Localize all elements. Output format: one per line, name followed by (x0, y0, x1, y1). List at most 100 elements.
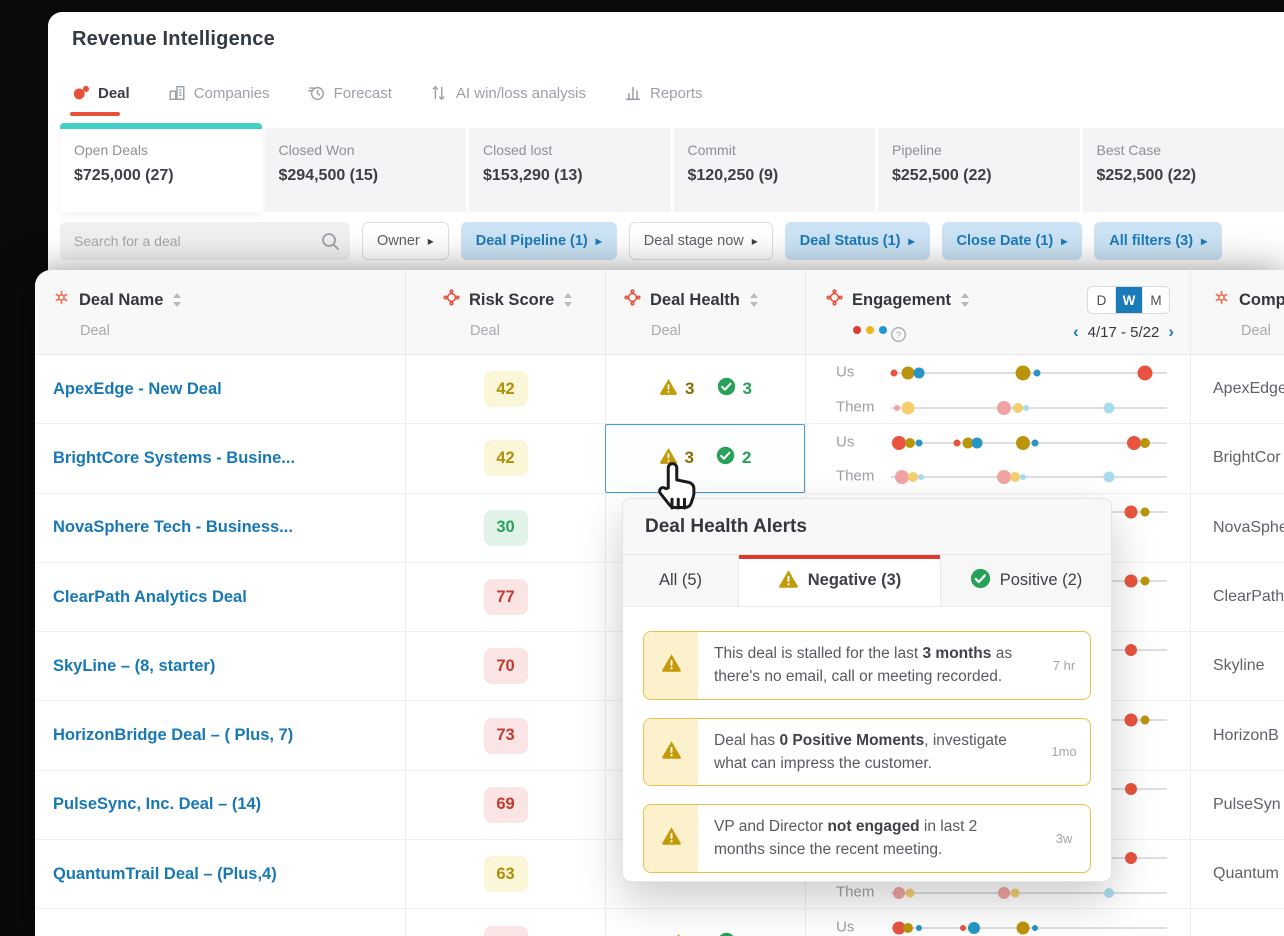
period-option-d[interactable]: D (1096, 292, 1107, 308)
risk-score-badge: 42 (483, 371, 528, 408)
company-cell[interactable]: Skyline (1190, 632, 1284, 701)
deal-health-cell[interactable] (605, 562, 805, 632)
engagement-dot (1016, 435, 1031, 450)
help-icon[interactable]: ? (890, 326, 907, 343)
company-cell[interactable]: ApexEdge (1190, 355, 1284, 424)
column-header-deal-name[interactable]: Deal Name Deal (35, 270, 405, 354)
risk-score-cell: 63 (405, 840, 605, 909)
card-label: Open Deals (74, 142, 148, 158)
deal-name-cell: HorizonBridge Deal – ( Plus, 7) (35, 701, 405, 769)
nav-tab-reports[interactable]: Reports (624, 84, 703, 116)
deal-name-link[interactable]: HorizonBridge Deal – ( Plus, 7) (53, 726, 294, 745)
engagement-row-label: Them (836, 398, 875, 416)
deal-health-cell[interactable] (605, 632, 805, 701)
filter-button-deal-pipeline-1-[interactable]: Deal Pipeline (1) ▸ (460, 222, 617, 260)
card-value: $725,000 (27) (74, 167, 174, 184)
summary-card-pipeline[interactable]: Pipeline $252,500 (22) (878, 128, 1080, 212)
engagement-cell: Us Them (805, 424, 1190, 493)
deal-health-cell[interactable] (605, 701, 805, 770)
warning-icon (661, 739, 682, 765)
card-label: Best Case (1096, 142, 1162, 158)
popup-tab-negative-3-[interactable]: Negative (3) (739, 555, 941, 606)
check-icon (716, 446, 735, 470)
engagement-cell: Us Them (805, 355, 1190, 424)
search-input[interactable] (60, 222, 350, 260)
filter-button-deal-stage-now[interactable]: Deal stage now ▸ (628, 222, 773, 260)
company-cell[interactable]: Quantum (1190, 840, 1284, 909)
prev-date-icon[interactable]: ‹ (1072, 322, 1079, 341)
engagement-track (891, 921, 1167, 935)
summary-card-open-deals[interactable]: Open Deals $725,000 (27) (60, 123, 262, 212)
legend-dot (866, 326, 874, 334)
filter-label: Deal Pipeline (1) (475, 233, 588, 249)
company-cell[interactable]: NovaSphe (1190, 493, 1284, 562)
card-value: $294,500 (15) (278, 167, 379, 184)
deal-health-cell[interactable] (605, 840, 805, 909)
engagement-dot (997, 400, 1012, 415)
next-date-icon[interactable]: › (1168, 322, 1174, 341)
summary-card-commit[interactable]: Commit $120,250 (9) (673, 128, 875, 212)
positive-alert-count: 2 (716, 446, 751, 470)
popup-tab-all-5-[interactable]: All (5) (623, 555, 739, 606)
companies-icon (168, 84, 186, 102)
filter-button-all-filters-3-[interactable]: All filters (3) ▸ (1094, 222, 1223, 260)
engagement-dot (901, 366, 915, 380)
engagement-dot (1020, 474, 1027, 481)
deal-name-link[interactable]: SkyLine – (8, starter) (53, 656, 216, 675)
negative-alert-count (669, 932, 695, 936)
deal-name-cell (35, 909, 405, 936)
summary-card-closed-lost[interactable]: Closed lost $153,290 (13) (469, 128, 671, 212)
company-cell[interactable] (1190, 909, 1284, 936)
sort-icon[interactable] (749, 293, 759, 307)
filter-button-deal-status-1-[interactable]: Deal Status (1) ▸ (784, 222, 930, 260)
card-label: Pipeline (892, 142, 942, 158)
sort-icon[interactable] (960, 293, 970, 307)
deal-health-cell[interactable] (605, 770, 805, 840)
column-header-company[interactable]: Comp Deal (1190, 270, 1284, 354)
deal-name-cell: QuantumTrail Deal – (Plus,4) (35, 840, 405, 908)
caret-icon: ▸ (1201, 234, 1208, 248)
search-icon[interactable] (320, 231, 340, 251)
company-cell[interactable]: HorizonB (1190, 701, 1284, 770)
company-cell[interactable]: PulseSyn (1190, 770, 1284, 840)
company-cell[interactable]: BrightCor (1190, 424, 1284, 493)
engagement-dot (892, 435, 907, 450)
summary-card-best-case[interactable]: Best Case $252,500 (22) (1082, 128, 1284, 212)
deal-name-link[interactable]: NovaSphere Tech - Business... (53, 518, 293, 537)
card-label: Commit (687, 142, 736, 158)
sort-icon[interactable] (172, 293, 182, 307)
filter-button-owner[interactable]: Owner ▸ (362, 222, 449, 260)
nav-tab-companies[interactable]: Companies (168, 84, 270, 116)
deal-name-link[interactable]: QuantumTrail Deal – (Plus,4) (53, 864, 277, 883)
nav-tab-ai-win-loss-analysis[interactable]: AI win/loss analysis (430, 84, 586, 116)
card-value: $153,290 (13) (483, 167, 583, 184)
popup-tab-positive-2-[interactable]: Positive (2) (941, 555, 1111, 606)
nav-tab-forecast[interactable]: Forecast (307, 84, 392, 116)
deal-name-link[interactable]: ApexEdge - New Deal (53, 379, 222, 398)
check-icon (717, 377, 736, 401)
deal-name-link[interactable]: PulseSync, Inc. Deal – (14) (53, 795, 262, 814)
deal-health-cell[interactable] (605, 493, 805, 562)
column-header-risk-score[interactable]: Risk Score Deal (405, 270, 605, 354)
deal-name-link[interactable]: BrightCore Systems - Busine... (53, 448, 296, 467)
deal-health-cell[interactable] (605, 909, 805, 936)
risk-score-badge: 30 (483, 509, 528, 546)
summary-card-closed-won[interactable]: Closed Won $294,500 (15) (264, 128, 466, 212)
engagement-dot (967, 921, 980, 934)
engagement-them-line: Them (806, 875, 1190, 910)
nav-tab-deal[interactable]: Deal (70, 84, 130, 116)
deal-name-link[interactable]: ClearPath Analytics Deal (53, 587, 247, 606)
engagement-row-label: Us (836, 363, 855, 381)
filter-button-close-date-1-[interactable]: Close Date (1) ▸ (941, 222, 1083, 260)
deal-name-cell: ApexEdge - New Deal (35, 355, 405, 423)
column-header-deal-health[interactable]: Deal Health Deal (605, 270, 805, 354)
company-cell[interactable]: ClearPath (1190, 562, 1284, 632)
sort-icon[interactable] (563, 293, 573, 307)
period-option-m[interactable]: M (1142, 287, 1169, 313)
period-option-w[interactable]: W (1115, 287, 1142, 313)
hubspot-icon (53, 289, 70, 311)
nav-tab-label: Forecast (333, 84, 392, 102)
